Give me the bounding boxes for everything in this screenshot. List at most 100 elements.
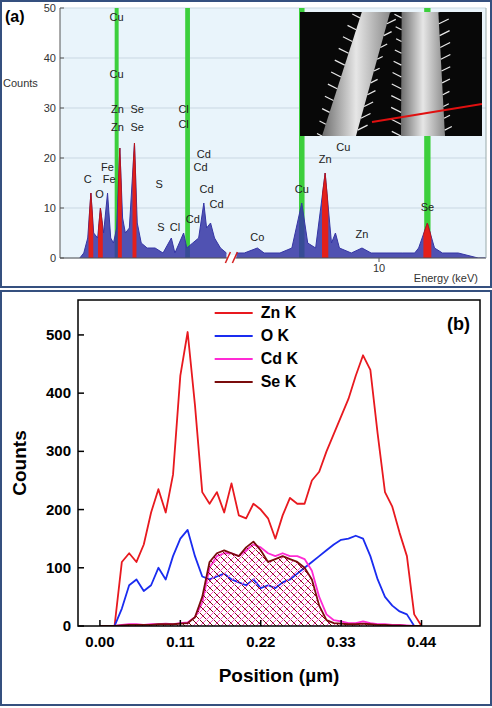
tick-mark [60, 58, 64, 59]
peak-label: Cl [178, 103, 188, 115]
panel-frame [1, 1, 491, 287]
series-line [100, 530, 422, 626]
inset-wire [322, 12, 390, 136]
peak-label: Cu [336, 141, 350, 153]
tick-label: 40 [44, 52, 56, 64]
tick-label: 100 [46, 559, 71, 576]
peak-label: Cd [200, 183, 214, 195]
inset-spike [374, 68, 380, 71]
tick-label: 0 [63, 617, 71, 634]
tick-label: 200 [46, 501, 71, 518]
legend-swatch [215, 335, 253, 337]
peak-label: O [95, 188, 104, 200]
highlight-group [80, 143, 486, 258]
tick-mark [340, 620, 342, 626]
peak-label: Cu [110, 11, 124, 23]
inset-spike [358, 125, 368, 130]
peak-label: Fe [103, 173, 116, 185]
axis-break [225, 252, 230, 263]
peak-label: Cu [110, 68, 124, 80]
tick-label: 0.33 [327, 633, 356, 650]
tick-label: 30 [44, 102, 56, 114]
inset-spike [396, 39, 401, 42]
inset-spike [392, 131, 401, 136]
tick-mark [60, 108, 64, 109]
inset-spike [394, 61, 402, 65]
tick-label: 400 [46, 384, 71, 401]
peak-label: Se [131, 121, 144, 133]
peak-label: C [84, 173, 92, 185]
tick-mark [60, 8, 64, 9]
tick-label: 500 [46, 326, 71, 343]
inset-spike [391, 96, 401, 101]
legend-swatch [215, 358, 253, 360]
panel-letter: (b) [447, 314, 470, 334]
axis-break [232, 252, 237, 263]
grid-line [60, 8, 486, 9]
panel-letter: (a) [5, 8, 25, 25]
plot-frame [78, 300, 480, 626]
peak-label: Cd [194, 161, 208, 173]
inset-spike [364, 102, 373, 106]
inset-spike [352, 14, 360, 18]
spectrum-area [80, 143, 486, 258]
inset-spike [391, 107, 401, 112]
plot-area [100, 332, 422, 626]
x-axis-title: Energy (keV) [414, 272, 478, 284]
inset-spike [443, 104, 448, 107]
inset-spike [392, 84, 401, 89]
peak-label: Co [250, 231, 264, 243]
inset-spike [442, 67, 451, 71]
inset-wire [401, 12, 445, 136]
tick-mark [180, 620, 182, 626]
y-axis [60, 8, 61, 258]
inset-spike [391, 119, 401, 124]
inset-spike [328, 84, 337, 89]
series-area [100, 542, 422, 626]
tick-label: 0.00 [85, 633, 114, 650]
peak-label: Fe [101, 161, 114, 173]
tick-label: 0 [50, 252, 56, 264]
inset-spike [393, 73, 402, 77]
peak-label: Cd [197, 148, 211, 160]
tick-mark [78, 334, 84, 336]
tick-mark [78, 451, 84, 453]
peak-label: Cd [209, 198, 223, 210]
inset-spike [439, 19, 449, 24]
inset-spike [395, 50, 402, 53]
inset-spike [441, 55, 450, 60]
grid-line [60, 258, 486, 259]
peak-label: Cl [170, 221, 180, 233]
inset-spike [335, 60, 345, 65]
inset-spike [361, 113, 371, 118]
plot-area [80, 8, 486, 258]
tick-label: 0.11 [166, 633, 194, 650]
peak-label: Zn [111, 103, 124, 115]
figure: 0102030405010Energy (keV)Counts(a)CuCuZn… [0, 0, 492, 708]
grid-line [60, 158, 486, 159]
inset-spike [444, 115, 450, 118]
legend-label: Se K [261, 373, 297, 390]
inset-image [300, 12, 482, 136]
inset-spike [387, 19, 396, 23]
tick-mark [78, 625, 84, 627]
tick-label: 0.22 [246, 633, 275, 650]
legend-swatch [215, 381, 253, 383]
legend: Zn KO KCd KSe K [215, 304, 299, 390]
peak-label: Zn [111, 121, 124, 133]
peak-label: S [155, 178, 162, 190]
inset-spike [380, 44, 387, 47]
panel-frame [1, 291, 491, 705]
inset-spike [343, 37, 352, 42]
inset-spike [317, 134, 322, 137]
inset-spike [331, 72, 341, 77]
tick-mark [60, 158, 64, 159]
tick-label: 50 [44, 2, 56, 14]
inset-spike [367, 91, 375, 95]
tick-mark [78, 567, 84, 569]
tick-mark [78, 392, 84, 394]
inset-spike [320, 121, 326, 124]
inset-spike [384, 32, 392, 36]
inset-spike [442, 79, 450, 83]
tick-label: 20 [44, 152, 56, 164]
